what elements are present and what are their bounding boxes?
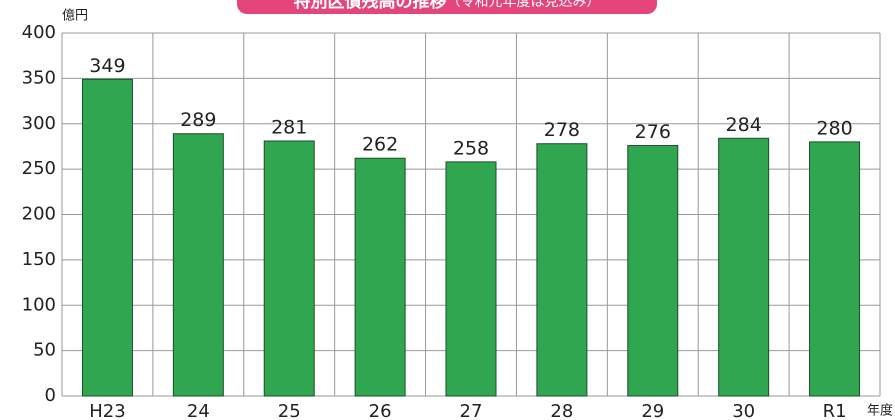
data-label: 281 (271, 116, 307, 138)
y-tick-label: 100 (22, 294, 56, 315)
bar (354, 157, 406, 397)
bar (809, 141, 861, 397)
y-tick-label: 400 (22, 22, 56, 43)
bar (81, 78, 133, 397)
data-label: 262 (362, 134, 398, 156)
x-tick-label: H23 (89, 401, 125, 420)
data-label: 289 (180, 109, 216, 131)
x-tick-label: 30 (732, 401, 755, 420)
title-box (237, 0, 657, 14)
data-label: 280 (816, 117, 852, 139)
y-tick-label: 350 (22, 67, 56, 88)
data-label: 349 (89, 55, 125, 77)
data-label: 276 (635, 121, 671, 143)
chart-title: 特別区債残高の推移 (294, 0, 447, 12)
bar (536, 143, 588, 397)
chart-title-group: 特別区債残高の推移（令和元年度は見込み） (294, 0, 601, 12)
bar (445, 161, 497, 397)
x-unit: 年度 (867, 403, 893, 419)
bar (172, 133, 224, 397)
x-tick-label: 24 (187, 401, 210, 420)
y-tick-label: 300 (22, 113, 56, 134)
y-tick-label: 200 (22, 204, 56, 225)
x-tick-label: R1 (823, 401, 847, 420)
y-tick-label: 0 (45, 385, 56, 406)
data-label: 284 (726, 114, 762, 136)
bar (627, 145, 679, 397)
bar (263, 140, 315, 397)
title-note: （令和元年度は見込み） (447, 0, 601, 10)
y-tick-label: 250 (22, 158, 56, 179)
bar (718, 137, 770, 397)
y-tick-label: 50 (33, 340, 56, 361)
x-tick-label: 25 (278, 401, 301, 420)
y-unit: 億円 (62, 8, 88, 24)
x-tick-label: 29 (641, 401, 664, 420)
data-label: 278 (544, 119, 580, 141)
x-tick-label: 28 (550, 401, 573, 420)
data-label: 258 (453, 137, 489, 159)
x-tick-label: 27 (460, 401, 483, 420)
y-tick-label: 150 (22, 249, 56, 270)
x-tick-label: 26 (369, 401, 392, 420)
